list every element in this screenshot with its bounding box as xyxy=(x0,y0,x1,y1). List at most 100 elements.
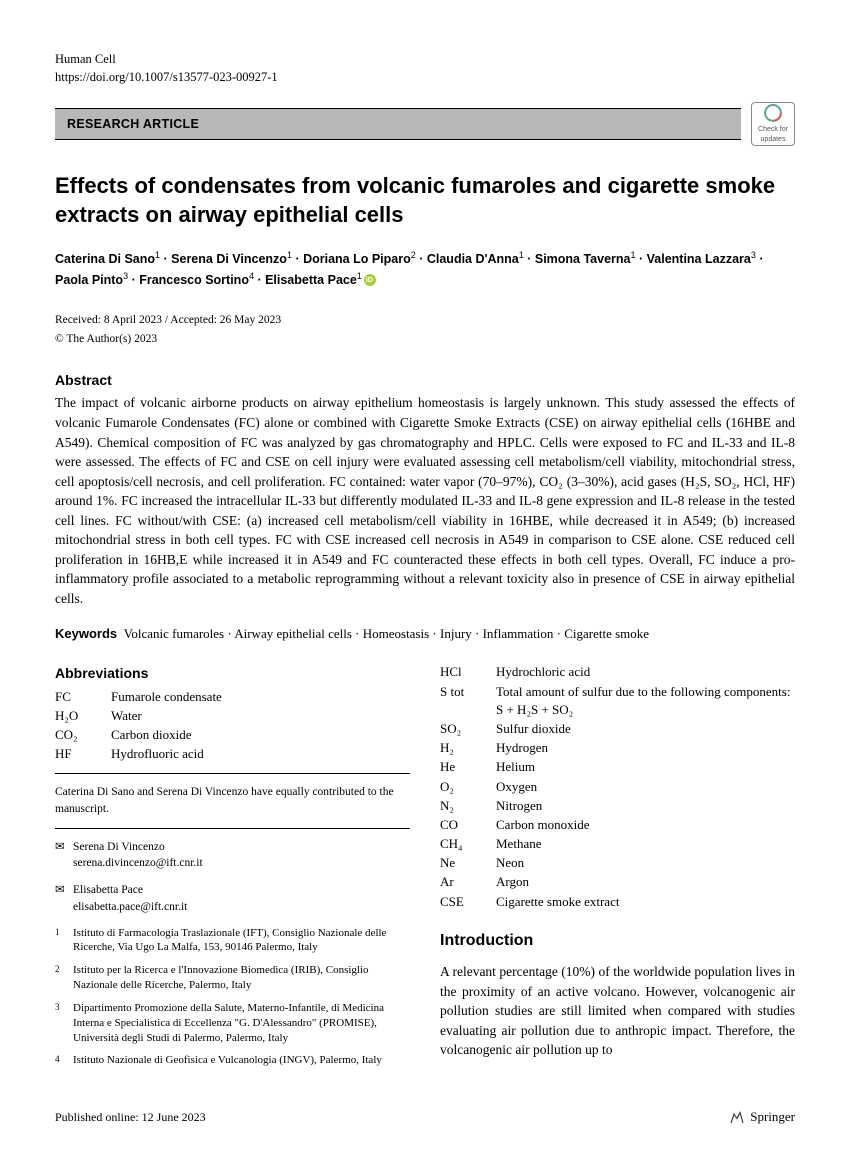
affiliation-number: 2 xyxy=(55,963,73,993)
introduction-heading: Introduction xyxy=(440,929,795,952)
doi-link[interactable]: https://doi.org/10.1007/s13577-023-00927… xyxy=(55,68,795,86)
abbrev-term: N₂ xyxy=(440,797,496,815)
envelope-icon: ✉ xyxy=(55,882,73,915)
introduction-body: A relevant percentage (10%) of the world… xyxy=(440,962,795,1060)
two-column-region: Abbreviations FCFumarole condensateH₂OWa… xyxy=(55,663,795,1079)
abbrev-row: N₂Nitrogen xyxy=(440,797,795,815)
keywords-text: Volcanic fumaroles · Airway epithelial c… xyxy=(124,626,649,641)
abbrev-def: Hydrogen xyxy=(496,739,795,757)
abbrev-def: Carbon monoxide xyxy=(496,816,795,834)
abbrev-def: Hydrochloric acid xyxy=(496,663,795,681)
check-updates-badge[interactable]: Check for updates xyxy=(751,102,795,146)
abbrev-def: Water xyxy=(111,707,410,725)
divider xyxy=(55,773,410,774)
updates-circle-icon xyxy=(763,103,783,123)
abbrev-def: Carbon dioxide xyxy=(111,726,410,744)
affiliations-list: 1Istituto di Farmacologia Traslazionale … xyxy=(55,926,410,1072)
affiliation-number: 1 xyxy=(55,926,73,956)
affiliation-text: Istituto Nazionale di Geofisica e Vulcan… xyxy=(73,1053,382,1072)
abbrev-row: CH₄Methane xyxy=(440,835,795,853)
abbrev-def: Methane xyxy=(496,835,795,853)
article-title: Effects of condensates from volcanic fum… xyxy=(55,172,795,229)
abbreviations-left-list: FCFumarole condensateH₂OWaterCO₂Carbon d… xyxy=(55,688,410,764)
published-online: Published online: 12 June 2023 xyxy=(55,1109,206,1126)
abbrev-term: FC xyxy=(55,688,111,706)
publisher-name: Springer xyxy=(750,1108,795,1127)
abbrev-term: H₂O xyxy=(55,707,111,725)
abbrev-def: Fumarole condensate xyxy=(111,688,410,706)
abbrev-def: Hydrofluoric acid xyxy=(111,745,410,763)
affiliation: 2Istituto per la Ricerca e l'Innovazione… xyxy=(55,963,410,993)
right-column: HClHydrochloric acidS totTotal amount of… xyxy=(440,663,795,1079)
abbrev-term: HF xyxy=(55,745,111,763)
abbrev-def: Sulfur dioxide xyxy=(496,720,795,738)
affiliation-text: Dipartimento Promozione della Salute, Ma… xyxy=(73,1001,410,1046)
affiliation-text: Istituto di Farmacologia Traslazionale (… xyxy=(73,926,410,956)
affiliation-number: 3 xyxy=(55,1001,73,1046)
abbrev-row: HFHydrofluoric acid xyxy=(55,745,410,763)
article-type-banner: RESEARCH ARTICLE xyxy=(55,108,741,140)
updates-badge-label: Check for updates xyxy=(752,125,794,145)
abbrev-row: FCFumarole condensate xyxy=(55,688,410,706)
abbrev-row: O₂Oxygen xyxy=(440,778,795,796)
abbrev-def: Argon xyxy=(496,873,795,891)
abbreviations-right-list: HClHydrochloric acidS totTotal amount of… xyxy=(440,663,795,910)
affiliation: 1Istituto di Farmacologia Traslazionale … xyxy=(55,926,410,956)
abbrev-term: Ne xyxy=(440,854,496,872)
header-meta: Human Cell https://doi.org/10.1007/s1357… xyxy=(55,50,795,86)
contribution-note: Caterina Di Sano and Serena Di Vincenzo … xyxy=(55,784,410,817)
abbrev-def: Total amount of sulfur due to the follow… xyxy=(496,683,795,719)
abstract-body: The impact of volcanic airborne products… xyxy=(55,393,795,608)
abbrev-def: Nitrogen xyxy=(496,797,795,815)
divider xyxy=(55,828,410,829)
abbrev-term: CH₄ xyxy=(440,835,496,853)
abbrev-term: O₂ xyxy=(440,778,496,796)
abbrev-row: ArArgon xyxy=(440,873,795,891)
abbrev-def: Cigarette smoke extract xyxy=(496,893,795,911)
banner-row: RESEARCH ARTICLE Check for updates xyxy=(55,102,795,146)
abstract-heading: Abstract xyxy=(55,370,795,390)
abbrev-term: CSE xyxy=(440,893,496,911)
journal-name: Human Cell xyxy=(55,50,795,68)
abbrev-term: SO₂ xyxy=(440,720,496,738)
abbrev-term: CO xyxy=(440,816,496,834)
abbrev-row: CSECigarette smoke extract xyxy=(440,893,795,911)
abbrev-row: SO₂Sulfur dioxide xyxy=(440,720,795,738)
abbrev-row: H₂OWater xyxy=(55,707,410,725)
envelope-icon: ✉ xyxy=(55,839,73,872)
left-column: Abbreviations FCFumarole condensateH₂OWa… xyxy=(55,663,410,1079)
keywords-line: Keywords Volcanic fumaroles · Airway epi… xyxy=(55,625,795,644)
abbrev-def: Oxygen xyxy=(496,778,795,796)
abbrev-row: NeNeon xyxy=(440,854,795,872)
affiliation: 3Dipartimento Promozione della Salute, M… xyxy=(55,1001,410,1046)
abbrev-row: CO₂Carbon dioxide xyxy=(55,726,410,744)
publisher-mark: Springer xyxy=(728,1108,795,1127)
abbrev-term: CO₂ xyxy=(55,726,111,744)
abbrev-row: S totTotal amount of sulfur due to the f… xyxy=(440,683,795,719)
abbrev-term: S tot xyxy=(440,683,496,719)
corresponding-author: ✉Elisabetta Paceelisabetta.pace@ift.cnr.… xyxy=(55,882,410,915)
affiliation-text: Istituto per la Ricerca e l'Innovazione … xyxy=(73,963,410,993)
abbrev-term: HCl xyxy=(440,663,496,681)
springer-horse-icon xyxy=(728,1108,746,1126)
keywords-label: Keywords xyxy=(55,626,117,641)
abbrev-row: HClHydrochloric acid xyxy=(440,663,795,681)
article-dates: Received: 8 April 2023 / Accepted: 26 Ma… xyxy=(55,312,795,329)
affiliation-number: 4 xyxy=(55,1053,73,1072)
abbrev-term: Ar xyxy=(440,873,496,891)
copyright-line: © The Author(s) 2023 xyxy=(55,331,795,348)
corresponding-author: ✉Serena Di Vincenzoserena.divincenzo@ift… xyxy=(55,839,410,872)
abbreviations-heading: Abbreviations xyxy=(55,663,410,683)
abbrev-term: He xyxy=(440,758,496,776)
page-footer: Published online: 12 June 2023 Springer xyxy=(55,1108,795,1127)
abbrev-term: H₂ xyxy=(440,739,496,757)
corresponding-authors: ✉Serena Di Vincenzoserena.divincenzo@ift… xyxy=(55,839,410,916)
abbrev-row: COCarbon monoxide xyxy=(440,816,795,834)
abbrev-row: H₂Hydrogen xyxy=(440,739,795,757)
abbrev-def: Neon xyxy=(496,854,795,872)
author-list: Caterina Di Sano1 · Serena Di Vincenzo1 … xyxy=(55,247,795,289)
abbrev-row: HeHelium xyxy=(440,758,795,776)
affiliation: 4Istituto Nazionale di Geofisica e Vulca… xyxy=(55,1053,410,1072)
authors-text: Caterina Di Sano1 · Serena Di Vincenzo1 … xyxy=(55,252,764,287)
orcid-icon[interactable] xyxy=(364,274,376,286)
